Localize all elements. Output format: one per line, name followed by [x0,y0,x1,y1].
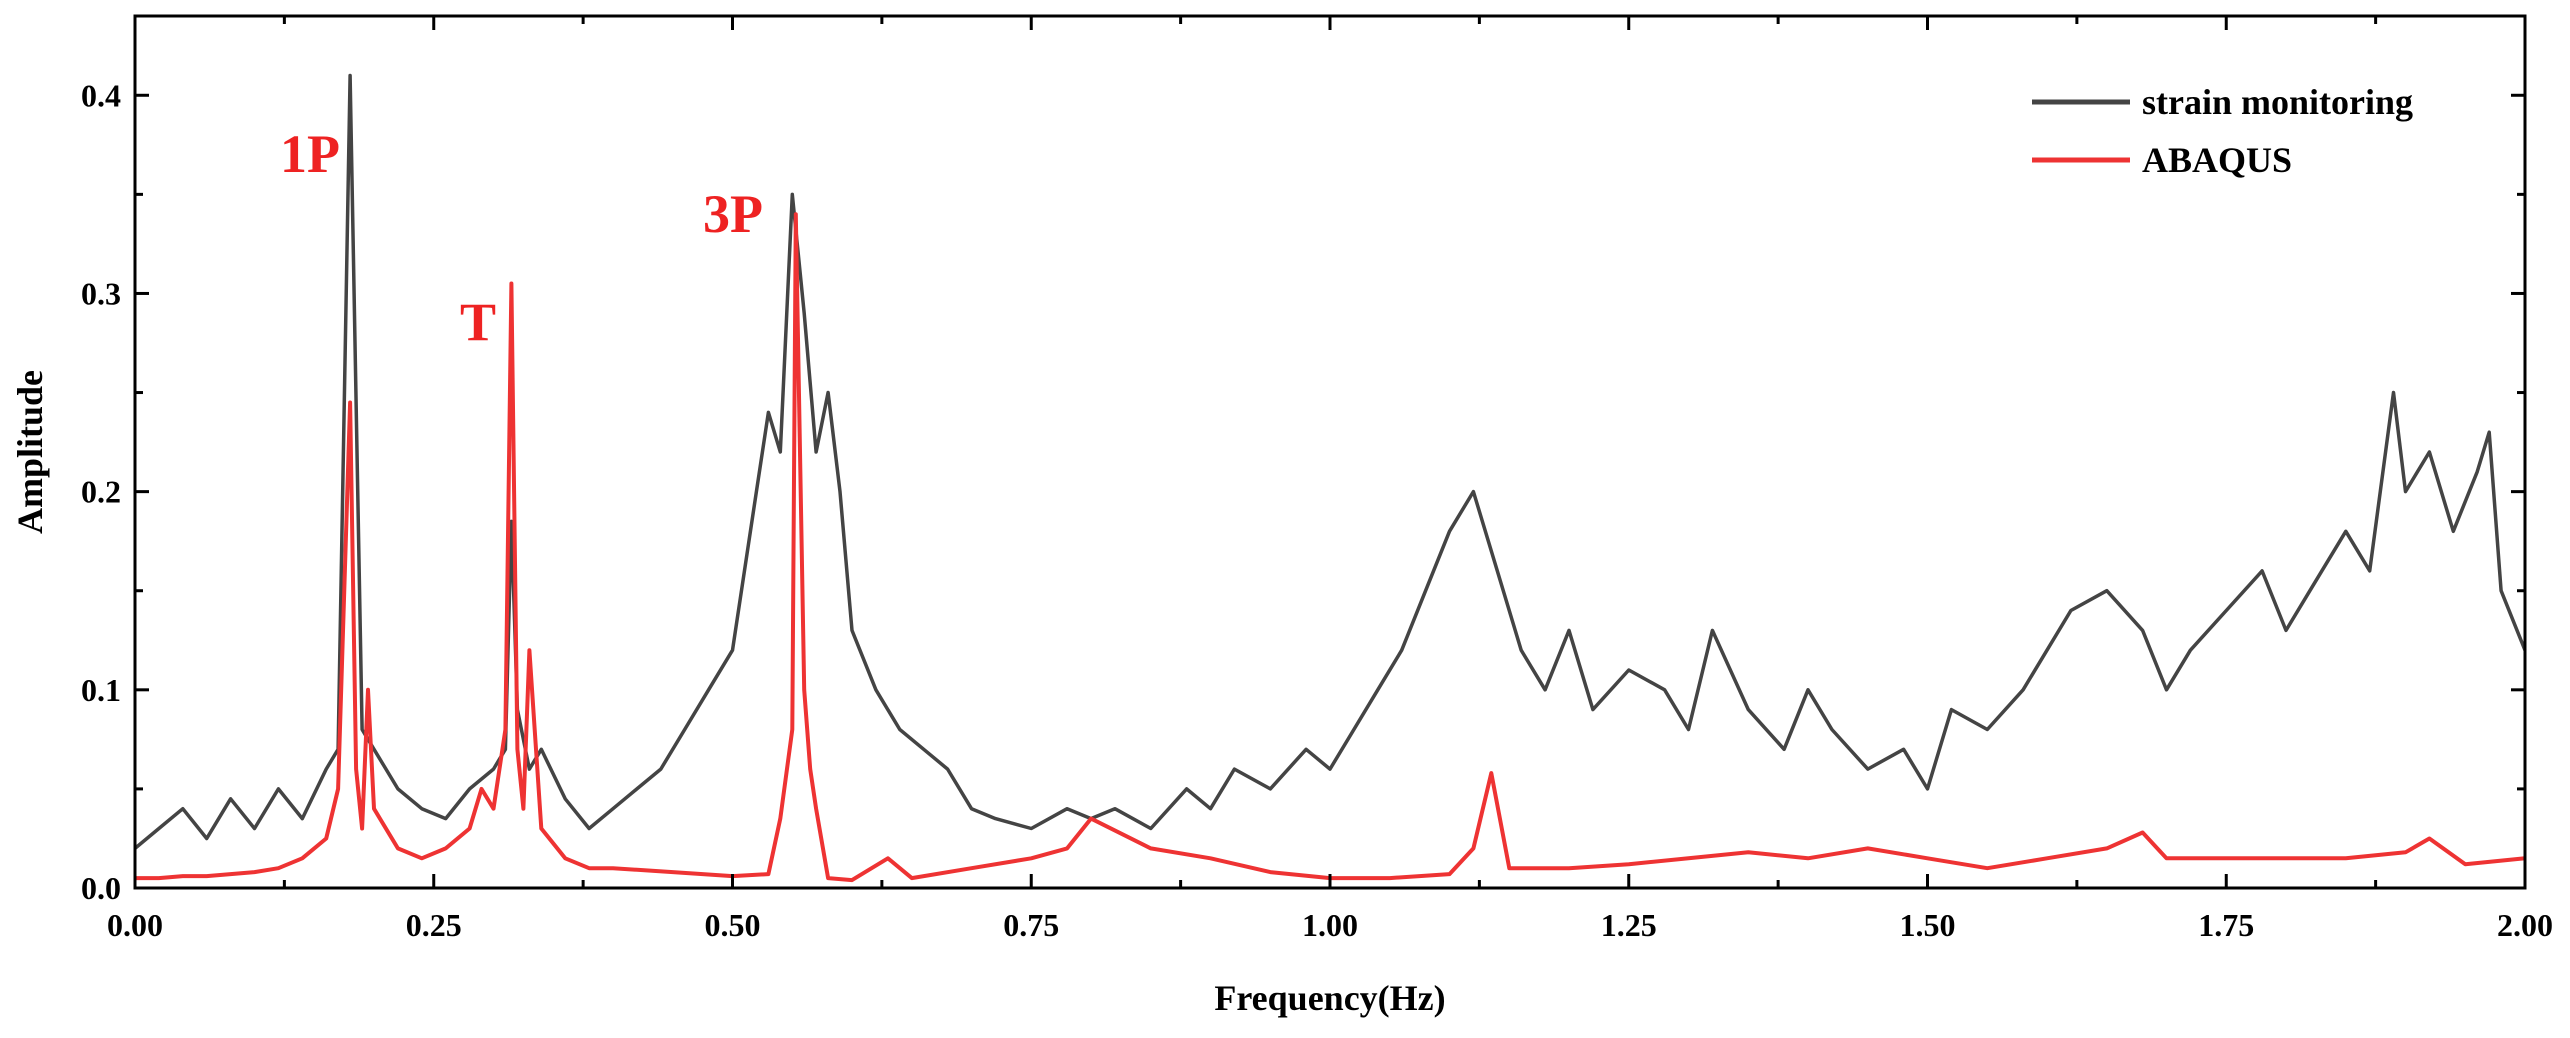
x-tick-label: 0.00 [107,907,163,943]
plot-area [133,73,2527,883]
annotation-t: T [460,292,496,352]
annotation-3p: 3P [703,184,763,244]
legend-label: ABAQUS [2142,140,2292,180]
annotation-1p: 1P [280,124,340,184]
y-tick-label: 0.1 [81,672,121,708]
x-tick-label: 1.25 [1601,907,1657,943]
y-tick-label: 0.2 [81,474,121,510]
series-line-abaqus [135,212,2526,883]
x-axis-title: Frequency(Hz) [1214,978,1445,1018]
x-tick-label: 0.50 [705,907,761,943]
peak-annotations: 1P T 3P [280,124,763,352]
x-tick-label: 1.00 [1302,907,1358,943]
x-tick-label: 1.50 [1900,907,1956,943]
series-line-strain-monitoring [133,73,2527,850]
y-tick-label: 0.3 [81,275,121,311]
y-tick-label: 0.0 [81,870,121,906]
y-tick-label: 0.4 [81,77,121,113]
legend: strain monitoring ABAQUS [2032,82,2413,180]
axes: 0.00 0.25 0.50 0.75 1.00 1.25 1.50 1.75 2.00 0.0 0… [81,14,2553,943]
x-tick-label: 0.25 [406,907,462,943]
y-axis-title: Amplitude [10,370,50,534]
x-tick-label: 1.75 [2198,907,2254,943]
legend-label: strain monitoring [2142,82,2413,122]
x-tick-label: 2.00 [2497,907,2553,943]
x-tick-label: 0.75 [1003,907,1059,943]
